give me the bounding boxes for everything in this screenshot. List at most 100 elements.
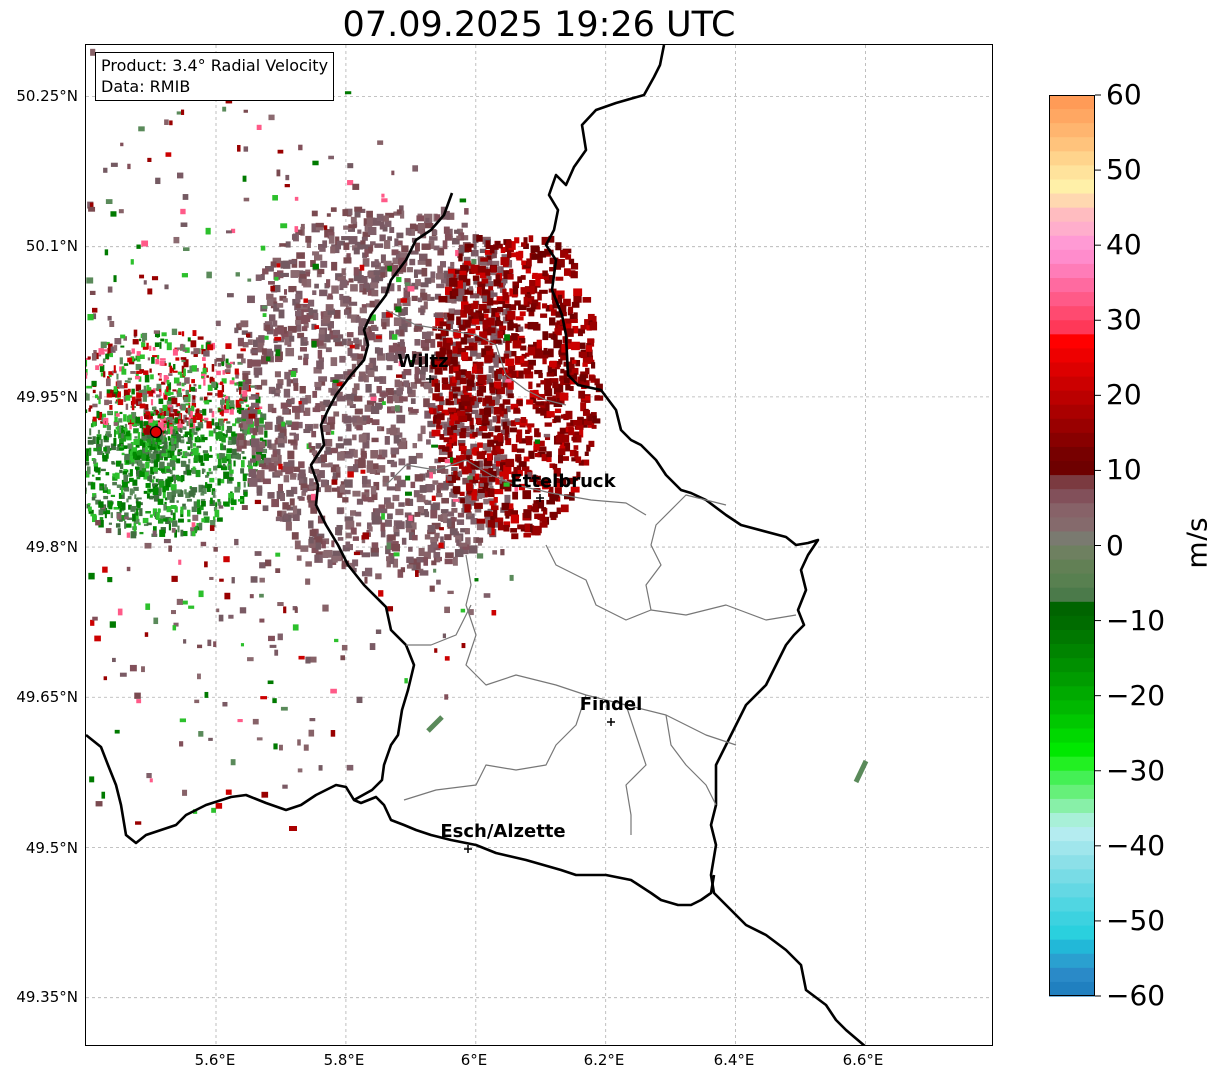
colorbar-segment [1049,967,1095,983]
lon-tick-label: 6°E [460,1051,488,1069]
radar-echoes [86,48,869,831]
colorbar-tick-label: 0 [1106,528,1124,562]
colorbar-segment [1049,812,1095,828]
national-border [309,192,454,802]
colorbar-segment [1049,869,1095,884]
info-box: Product: 3.4° Radial Velocity Data: RMIB [95,52,335,101]
city-marker [607,718,615,726]
colorbar-segment [1049,601,1095,617]
colorbar-tick-label: −60 [1106,979,1166,1012]
city-marker [464,845,472,853]
colorbar-segment [1049,432,1095,448]
colorbar-segment [1049,418,1095,434]
colorbar [1049,94,1101,997]
gridlines [86,45,992,1045]
canton-border [403,694,587,801]
colorbar-tick-label: 60 [1106,78,1142,111]
colorbar-segment [1049,573,1095,589]
colorbar-segment [1049,306,1095,321]
colorbar-segment [1049,165,1095,181]
colorbar-segment [1049,278,1095,293]
canton-border [385,459,647,516]
colorbar-segment [1049,461,1095,476]
colorbar-segment [1049,658,1095,673]
lon-tick-label: 5.8°E [323,1051,365,1069]
colorbar-segment [1049,644,1095,659]
colorbar-segment [1049,897,1095,913]
borders [86,45,866,1045]
city-label-esch-alzette: Esch/Alzette [440,821,566,842]
radar-map[interactable] [85,44,993,1046]
colorbar-segment [1049,404,1095,420]
colorbar-tick-label: −30 [1106,753,1166,787]
colorbar-segment [1049,714,1095,730]
product-label: Product: 3.4° Radial Velocity [101,56,329,75]
colorbar-outline [1049,95,1095,996]
canton-border [406,604,472,646]
colorbar-tick-label: 40 [1106,228,1142,262]
lon-tick-label: 6.4°E [713,1051,755,1069]
lat-tick-label: 49.5°N [25,839,78,857]
colorbar-segment [1049,756,1095,772]
city-markers [149,375,615,853]
lat-tick-label: 49.8°N [25,538,78,556]
canton-border [545,544,797,621]
colorbar-segment [1049,841,1095,856]
colorbar-segment [1049,376,1095,392]
colorbar-tick-label: 10 [1106,453,1142,487]
lat-tick-label: 49.35°N [16,988,78,1006]
colorbar-segment [1049,207,1095,223]
lon-tick-label: 6.6°E [842,1051,884,1069]
colorbar-tick-label: −50 [1106,903,1166,937]
colorbar-segment [1049,770,1095,786]
colorbar-segment [1049,531,1095,547]
colorbar-segment [1049,390,1095,406]
city-marker [426,375,434,383]
colorbar-segment [1049,489,1095,504]
city-marker [536,494,544,502]
colorbar-segment [1049,559,1095,575]
city-label-wiltz: Wiltz [397,351,449,372]
colorbar-segment [1049,798,1095,814]
colorbar-segment [1049,925,1095,941]
colorbar-tick-label: 30 [1106,303,1142,337]
colorbar-segment [1049,615,1095,631]
colorbar-segment [1049,672,1095,687]
colorbar-segment [1049,193,1095,209]
colorbar-segment [1049,109,1095,124]
lat-tick-label: 50.1°N [25,237,78,255]
colorbar-tick-label: −10 [1106,603,1166,637]
colorbar-segment [1049,151,1095,166]
colorbar-segment [1049,545,1095,561]
canton-border [385,309,567,406]
colorbar-tick-label: 50 [1106,153,1142,187]
colorbar-segment [1049,700,1095,716]
colorbar-segment [1049,137,1095,152]
colorbar-segment [1049,855,1095,870]
chart-title: 07.09.2025 19:26 UTC [342,5,736,45]
colorbar-segment [1049,629,1095,645]
colorbar-segment [1049,320,1095,335]
colorbar-segment [1049,123,1095,138]
lon-tick-label: 6.2°E [583,1051,625,1069]
canton-border [665,714,717,806]
lat-tick-label: 49.95°N [16,388,78,406]
canton-border [645,494,727,611]
colorbar-segment [1049,446,1095,462]
colorbar-segment [1049,95,1095,110]
data-source-label: Data: RMIB [101,77,191,96]
colorbar-segment [1049,334,1095,350]
colorbar-segment [1049,235,1095,251]
colorbar-segment [1049,883,1095,899]
colorbar-segment [1049,221,1095,237]
colorbar-tick-label: −20 [1106,678,1166,712]
city-label-findel: Findel [579,694,643,715]
colorbar-segment [1049,362,1095,378]
national-border [86,733,716,907]
city-label-ettelbruck: Ettelbruck [510,471,616,492]
map-canvas [86,45,992,1045]
colorbar-segment [1049,742,1095,758]
colorbar-segment [1049,263,1095,279]
colorbar-segment [1049,939,1095,955]
colorbar-segment [1049,503,1095,518]
